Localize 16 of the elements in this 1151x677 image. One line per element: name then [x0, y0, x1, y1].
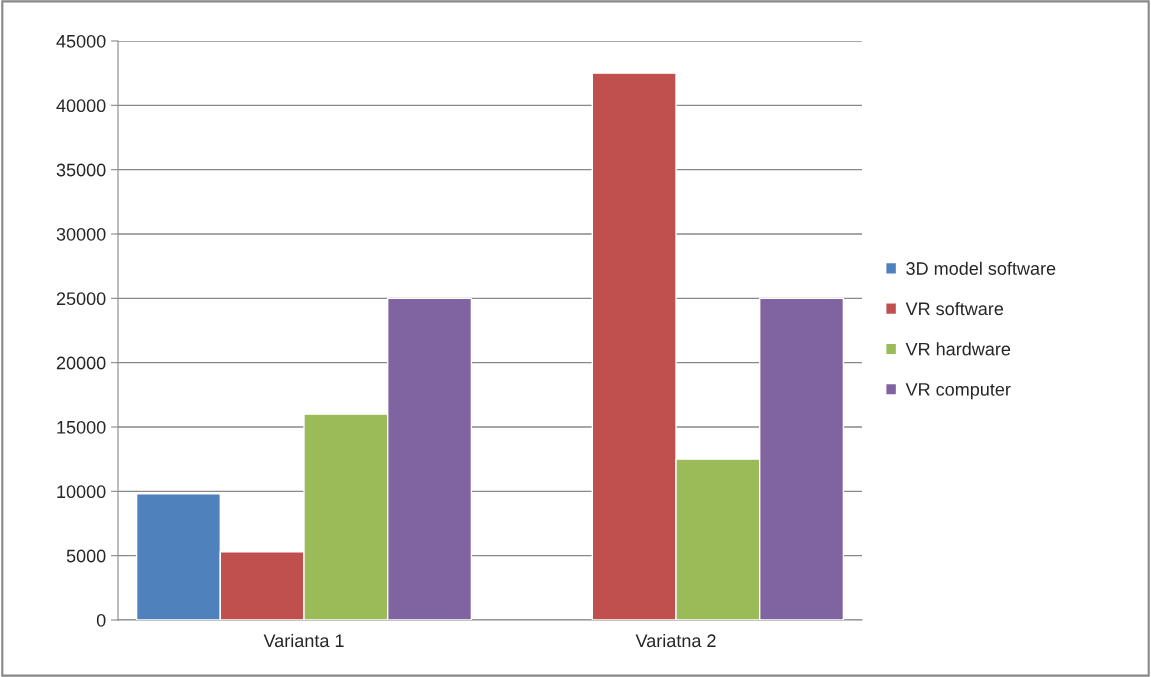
y-tick-label: 40000	[56, 99, 106, 113]
y-tick-label: 10000	[57, 485, 106, 499]
y-tick-label: 45000	[56, 34, 106, 48]
y-tick-label: 15000	[57, 420, 106, 434]
y-tick-label: 5000	[66, 549, 106, 563]
x-tick-label: Varianta 1	[263, 633, 344, 648]
y-tick-label: 35000	[56, 163, 106, 177]
y-tick-label: 30000	[56, 227, 106, 241]
y-tick-label: 25000	[56, 292, 106, 306]
legend-label: 3D model software	[906, 261, 1056, 275]
legend-label: VR hardware	[905, 342, 1011, 356]
legend-label: VR computer	[905, 383, 1011, 400]
y-tick-label: 20000	[56, 356, 106, 370]
x-tick-label: Variatna 2	[635, 633, 716, 648]
y-tick-label: 0	[96, 613, 106, 627]
legend-label: VR software	[905, 301, 1004, 316]
